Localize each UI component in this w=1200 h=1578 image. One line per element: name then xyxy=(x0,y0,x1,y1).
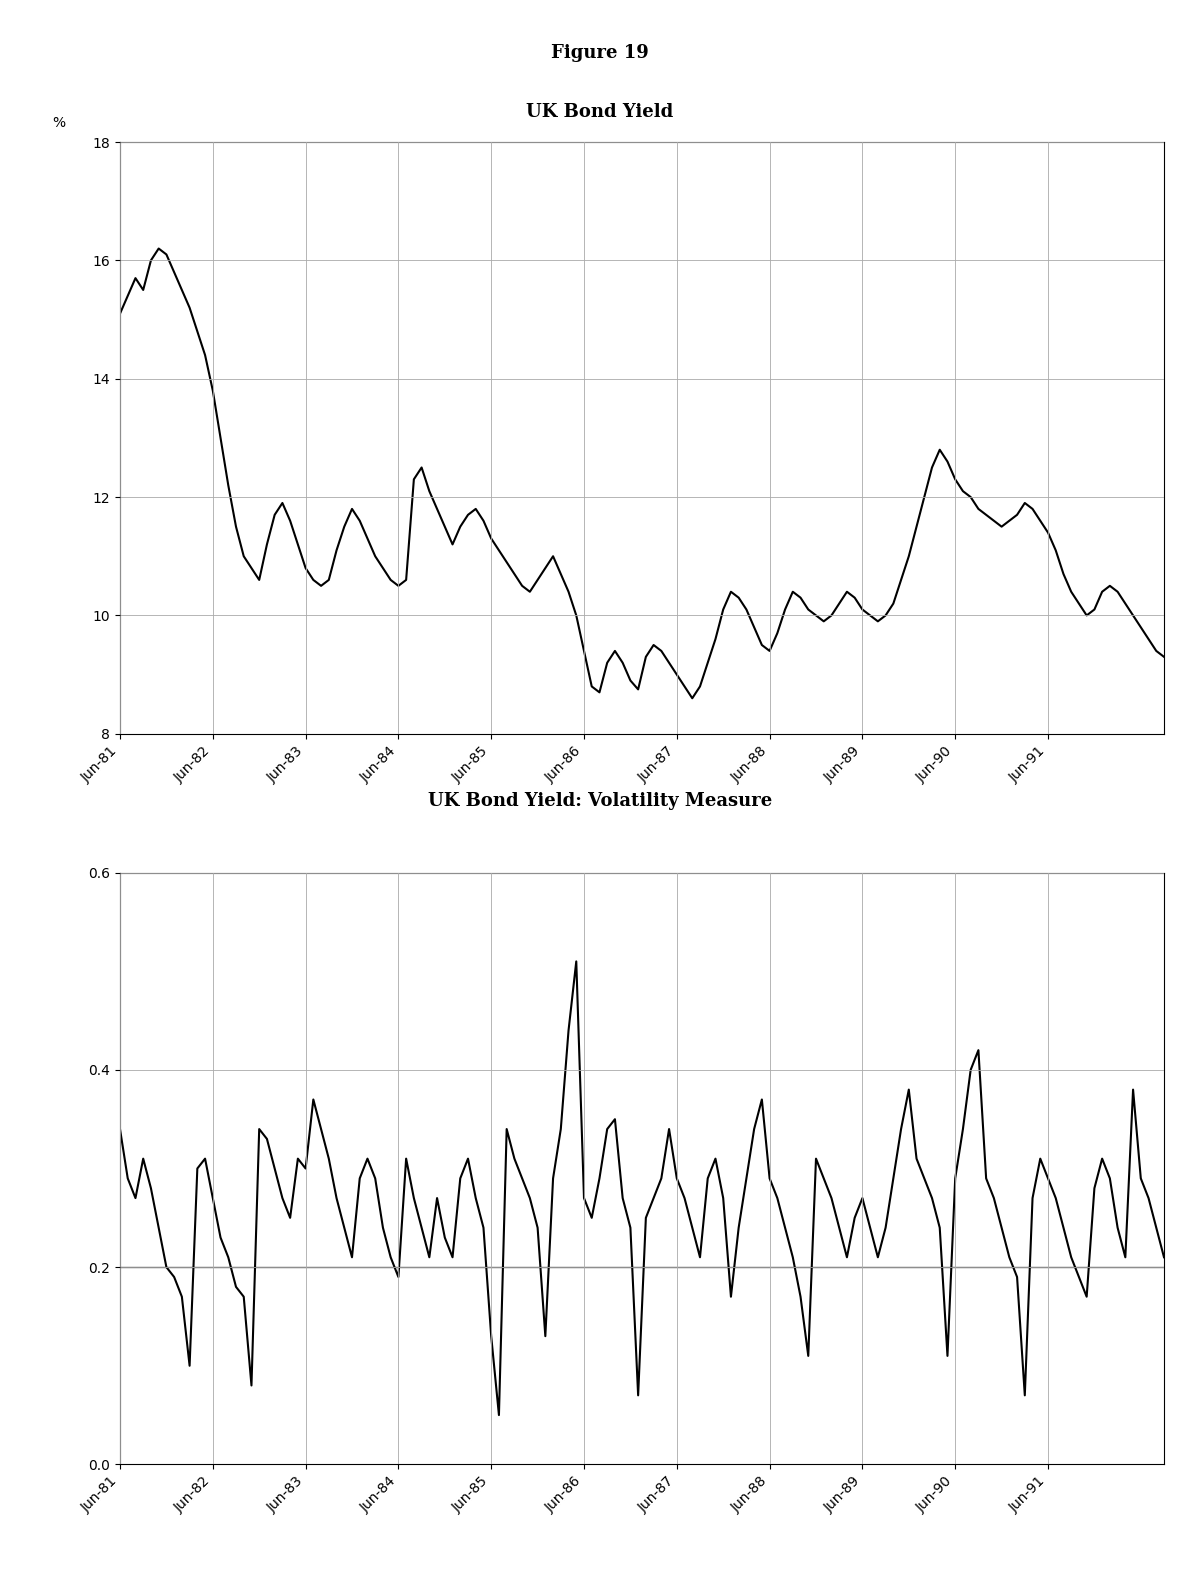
Text: UK Bond Yield: Volatility Measure: UK Bond Yield: Volatility Measure xyxy=(428,792,772,810)
Text: Figure 19: Figure 19 xyxy=(551,44,649,62)
Text: UK Bond Yield: UK Bond Yield xyxy=(527,103,673,120)
Text: %: % xyxy=(52,117,65,131)
